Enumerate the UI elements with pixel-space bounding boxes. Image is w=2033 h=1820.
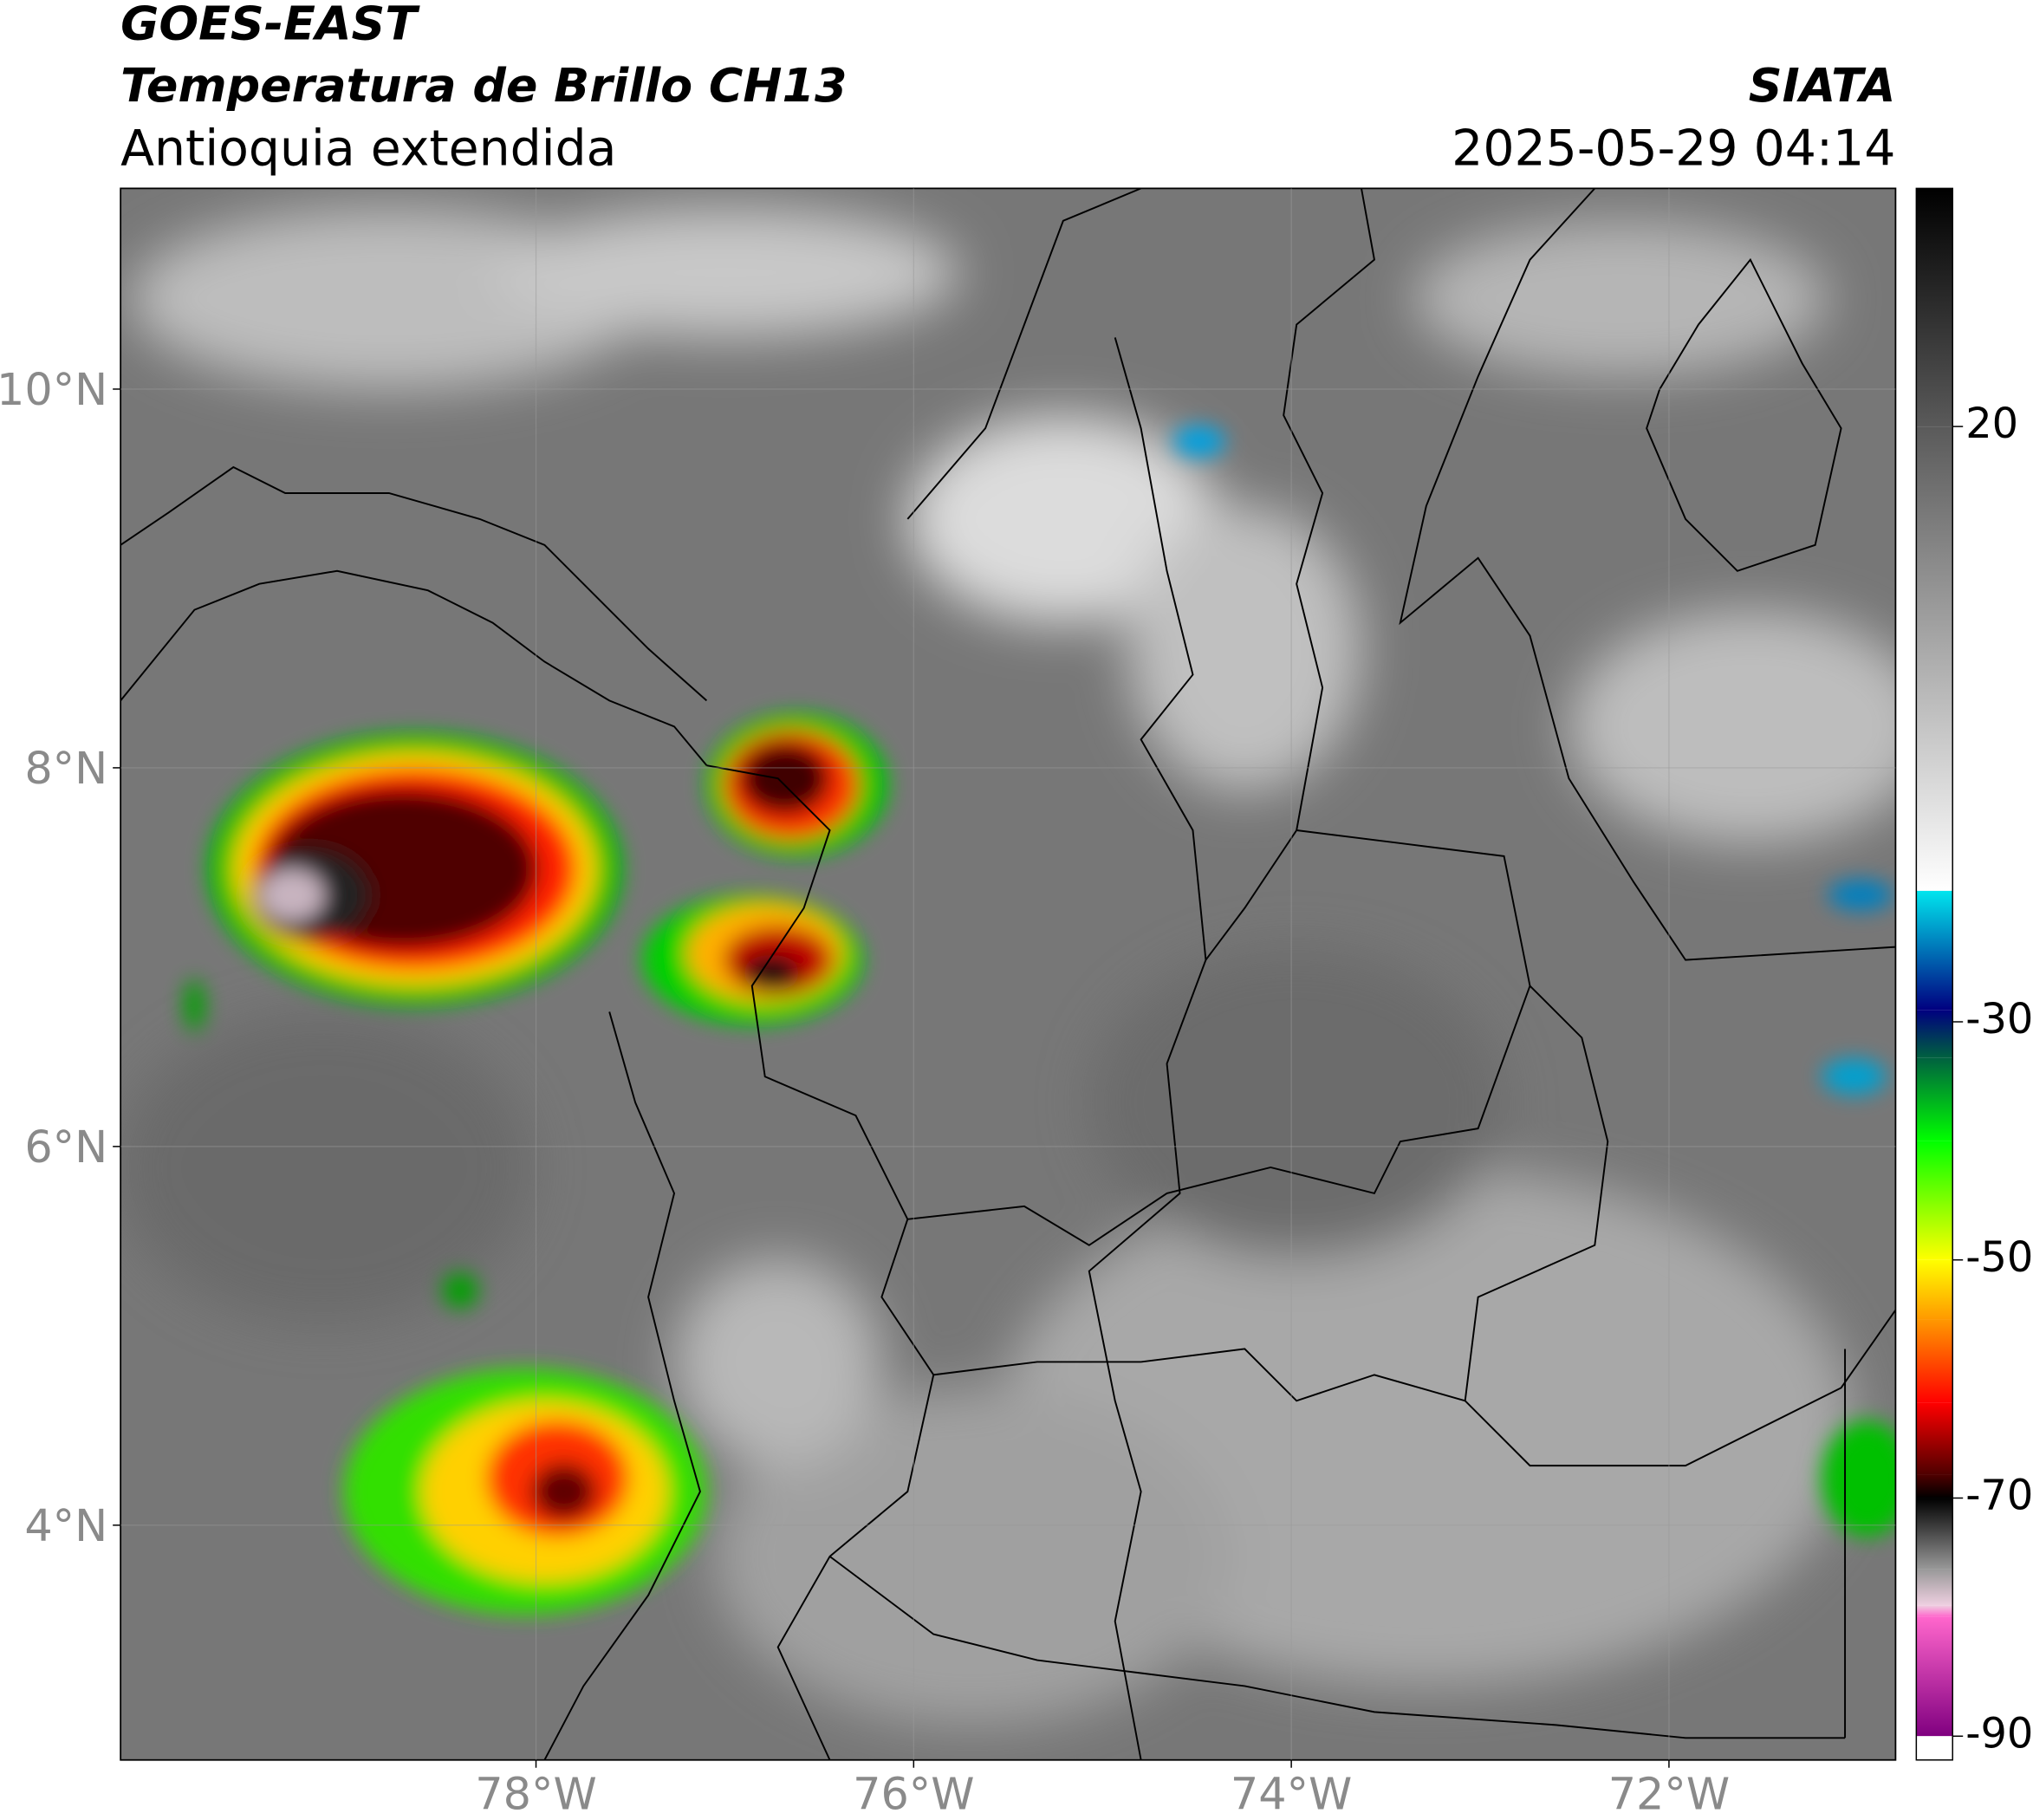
- colorbar-segment: [1916, 1474, 1953, 1498]
- colorbar-segment: [1916, 1569, 1953, 1606]
- colorbar-segment: [1916, 1616, 1953, 1737]
- colorbar-segment: [1916, 1498, 1953, 1570]
- map-frame: [120, 187, 1897, 1761]
- colorbar-segment: [1916, 1141, 1953, 1260]
- colorbar-tick-label: -70: [1965, 1472, 2033, 1520]
- colorbar-segment: [1916, 1736, 1953, 1760]
- storm-cells: [184, 426, 1896, 1615]
- colorbar-segment: [1916, 1402, 1953, 1475]
- colorbar-frame: [1915, 187, 1953, 1761]
- y-tick-label: 6°N: [24, 1121, 107, 1173]
- colorbar-segment: [1916, 1319, 1953, 1403]
- colorbar-segment: [1916, 426, 1953, 891]
- x-tick-label: 74°W: [1231, 1769, 1352, 1820]
- colorbar-segment: [1916, 1057, 1953, 1141]
- colorbar-tick-label: -50: [1965, 1234, 2033, 1282]
- y-tick-label: 10°N: [0, 364, 107, 415]
- y-tick-label: 4°N: [24, 1500, 107, 1551]
- x-tick-label: 78°W: [475, 1769, 596, 1820]
- subtitle: Temperatura de Brillo CH13: [120, 58, 847, 113]
- colorbar-segment: [1916, 1010, 1953, 1058]
- y-tick-label: 8°N: [24, 743, 107, 794]
- source: SIATA: [1749, 58, 1896, 113]
- title: GOES-EAST: [120, 0, 420, 50]
- colorbar-tick-label: 20: [1965, 400, 2018, 448]
- timestamp: 2025-05-29 04:14: [1452, 120, 1895, 177]
- colorbar-tick-label: -30: [1965, 996, 2033, 1043]
- colorbar-segment: [1916, 1259, 1953, 1320]
- map-image: [120, 188, 1896, 1760]
- clouds: [120, 207, 1896, 1726]
- region: Antioquia extendida: [120, 120, 616, 177]
- colorbar-segment: [1916, 188, 1953, 427]
- x-tick-label: 76°W: [853, 1769, 974, 1820]
- x-tick-label: 72°W: [1608, 1769, 1730, 1820]
- colorbar-segment: [1916, 890, 1953, 1011]
- boundaries: [120, 188, 1896, 1760]
- colorbar-tick-label: -90: [1965, 1710, 2033, 1758]
- colorbar-segment: [1916, 1605, 1953, 1617]
